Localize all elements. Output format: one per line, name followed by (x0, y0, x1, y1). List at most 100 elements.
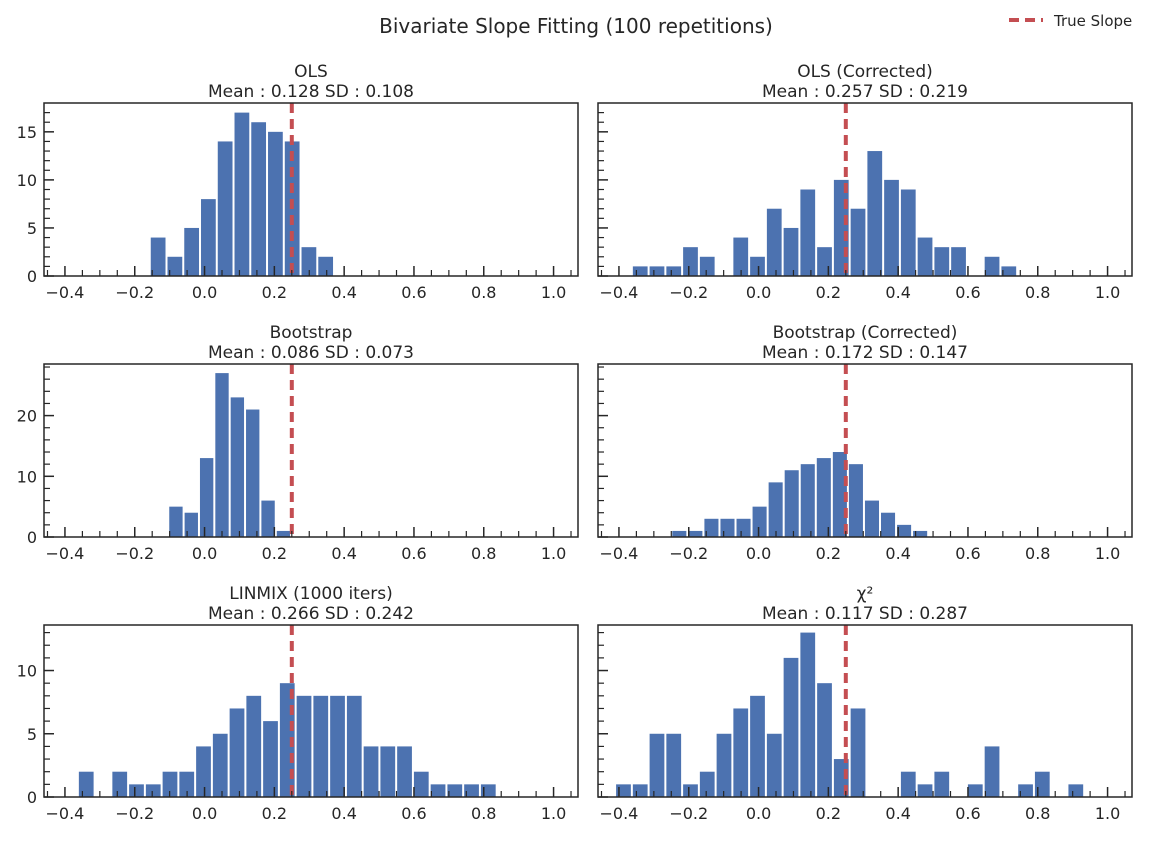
x-tick-label: 1.0 (541, 544, 566, 563)
histogram-bar (268, 131, 283, 276)
x-tick-label: 0.2 (816, 544, 841, 563)
y-tick-label: 0 (27, 267, 37, 286)
histogram-bar (736, 518, 751, 537)
y-tick-label: 20 (17, 407, 37, 426)
y-tick-label: 10 (17, 171, 37, 190)
histogram-bar (800, 632, 816, 797)
x-tick-label: 0.6 (401, 544, 426, 563)
x-tick-label: 0.8 (1025, 283, 1050, 302)
x-tick-label: 0.0 (746, 804, 771, 823)
y-tick-label: 0 (27, 788, 37, 807)
histogram-bar (672, 530, 687, 537)
histogram-bar (78, 771, 94, 797)
histogram-bar (230, 397, 245, 537)
histogram-bar (917, 784, 933, 797)
histogram-bar (167, 256, 183, 276)
histogram-bar (832, 452, 847, 537)
histogram-bar (346, 695, 362, 797)
x-tick-label: −0.4 (46, 283, 85, 302)
histogram-bar (784, 470, 799, 537)
histogram-bar (864, 500, 880, 537)
histogram-bar (632, 784, 648, 797)
x-tick-label: 0.4 (885, 544, 910, 563)
histogram-bar (800, 464, 815, 537)
histogram-bar (720, 518, 735, 537)
histogram-bar (884, 179, 899, 276)
x-tick-label: 0.2 (262, 283, 287, 302)
histogram-bar (261, 500, 275, 537)
x-tick-label: −0.4 (46, 544, 85, 563)
histogram-bar (313, 695, 329, 797)
histogram-bar (850, 708, 866, 797)
panel-2: OLS (Corrected)Mean : 0.257 SD : 0.219 −0… (597, 62, 1133, 302)
histogram-bar (397, 746, 412, 797)
histogram-bar (817, 247, 832, 276)
panel-subtitle: Mean : 0.172 SD : 0.147 (762, 343, 968, 363)
x-tick-label: 1.0 (1095, 804, 1120, 823)
histogram-bar (480, 784, 496, 797)
panel-title: Bootstrap (270, 323, 353, 343)
x-tick-label: 0.8 (471, 544, 496, 563)
x-tick-label: 0.6 (401, 283, 426, 302)
histogram-bar (897, 524, 912, 537)
x-tick-label: 0.2 (816, 804, 841, 823)
histogram-bar (201, 199, 216, 276)
panel-subtitle: Mean : 0.117 SD : 0.287 (762, 604, 968, 624)
x-tick-label: 0.4 (885, 283, 910, 302)
histogram-bar (683, 247, 698, 276)
histogram-bar (699, 256, 715, 276)
histogram-bar (768, 482, 783, 537)
histogram-bar (184, 227, 200, 276)
histogram-bar (215, 373, 229, 537)
panel-title: OLS (294, 62, 328, 82)
panel-title: OLS (Corrected) (797, 62, 933, 82)
histogram-bar (666, 266, 682, 276)
x-tick-label: 1.0 (1095, 544, 1120, 563)
histogram-bar (129, 784, 144, 797)
histogram-bar (913, 530, 928, 537)
histogram-bar (934, 771, 950, 797)
histogram-bar (217, 141, 233, 276)
x-tick-label: 1.0 (541, 283, 566, 302)
histogram-bar (196, 746, 211, 797)
panel-title: LINMIX (1000 iters) (229, 584, 393, 604)
y-tick-label: 5 (27, 219, 37, 238)
panel-title: χ² (857, 584, 874, 604)
histogram-bar (263, 721, 278, 797)
panel-title: Bootstrap (Corrected) (773, 323, 958, 343)
x-tick-label: 0.6 (401, 804, 426, 823)
x-tick-label: −0.4 (600, 804, 639, 823)
figure-title: Bivariate Slope Fitting (100 repetitions… (379, 14, 773, 38)
histogram-bar (881, 512, 896, 537)
histogram-bar (169, 506, 183, 537)
x-tick-label: 1.0 (541, 804, 566, 823)
x-tick-label: 0.8 (1025, 544, 1050, 563)
histogram-bar (900, 189, 916, 276)
x-tick-label: 0.2 (262, 544, 287, 563)
histogram-bar (246, 409, 260, 537)
histogram-bar (1068, 784, 1084, 797)
x-tick-label: −0.2 (115, 283, 154, 302)
panel-subtitle: Mean : 0.257 SD : 0.219 (762, 82, 968, 102)
x-tick-label: 0.8 (471, 283, 496, 302)
histogram-bar (246, 695, 262, 797)
histogram-bar (649, 733, 665, 797)
histogram-bar (318, 256, 334, 276)
axes-frame (43, 363, 579, 538)
histogram-bar (413, 771, 429, 797)
x-tick-label: 0.0 (746, 544, 771, 563)
histogram-bar (783, 227, 799, 276)
histogram-bar (750, 695, 765, 797)
y-tick-label: 5 (27, 725, 37, 744)
histogram-bar (162, 771, 178, 797)
panel-subtitle: Mean : 0.128 SD : 0.108 (208, 82, 414, 102)
histogram-bar (816, 458, 831, 537)
x-tick-label: −0.4 (46, 804, 85, 823)
x-tick-label: 0.2 (816, 283, 841, 302)
histogram-bar (683, 784, 698, 797)
x-tick-label: −0.2 (115, 544, 154, 563)
x-tick-label: 0.8 (471, 804, 496, 823)
